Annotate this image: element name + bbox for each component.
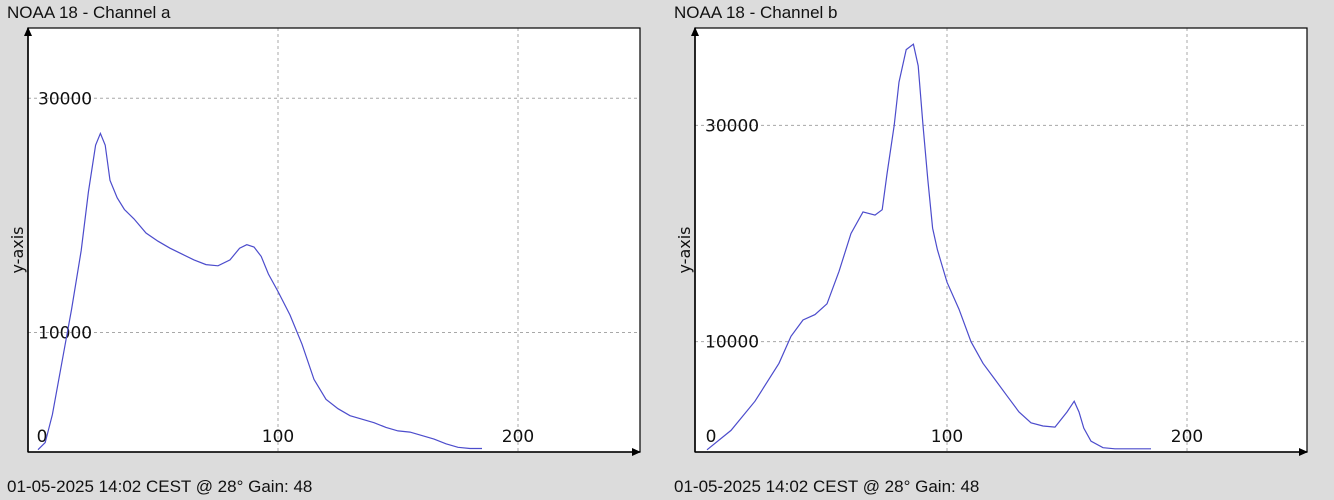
channel-a-x-tick-label: 200 [502,427,534,447]
channel-b-y-tick-label: 10000 [705,333,759,353]
channel-b-y-arrow [691,27,699,36]
channel-a-x-tick-label: 0 [37,427,48,447]
channel-a-chart: 0 100 200 10000 30000 y-axis [8,27,641,456]
channel-a-x-tick-label: 100 [262,427,294,447]
channel-b-y-tick-label: 30000 [705,116,759,136]
channel-a-y-tick-label: 30000 [38,89,92,109]
channel-b-x-tick-label: 0 [706,427,717,447]
channel-a-y-tick-label: 10000 [38,324,92,344]
channel-b-series-line-0 [706,43,1151,451]
channel-b-x-tick-label: 100 [931,427,963,447]
channel-a-x-arrow [632,448,641,456]
channel-a-footer: 01-05-2025 14:02 CEST @ 28° Gain: 48 [7,477,313,496]
channel-a-plot-area [28,28,640,452]
channel-b-title: NOAA 18 - Channel b [674,3,838,22]
channel-b-plot-area [695,28,1307,452]
channel-a-series-line-0 [37,131,482,451]
channel-b-x-tick-label: 200 [1171,427,1203,447]
channel-a-y-arrow [24,27,32,36]
channel-a-title: NOAA 18 - Channel a [7,3,171,22]
channel-b-y-axis-label: y-axis [675,226,694,273]
channel-b-footer: 01-05-2025 14:02 CEST @ 28° Gain: 48 [674,477,980,496]
channel-b-x-arrow [1299,448,1308,456]
channel-b-panel: NOAA 18 - Channel b 0 100 200 10000 30000 y-a… [667,0,1334,500]
channel-a-panel: NOAA 18 - Channel a 0 100 200 10000 30000 y-a… [0,0,660,500]
channel-b-chart: 0 100 200 10000 30000 y-axis [675,27,1308,456]
channel-a-y-axis-label: y-axis [8,226,27,273]
